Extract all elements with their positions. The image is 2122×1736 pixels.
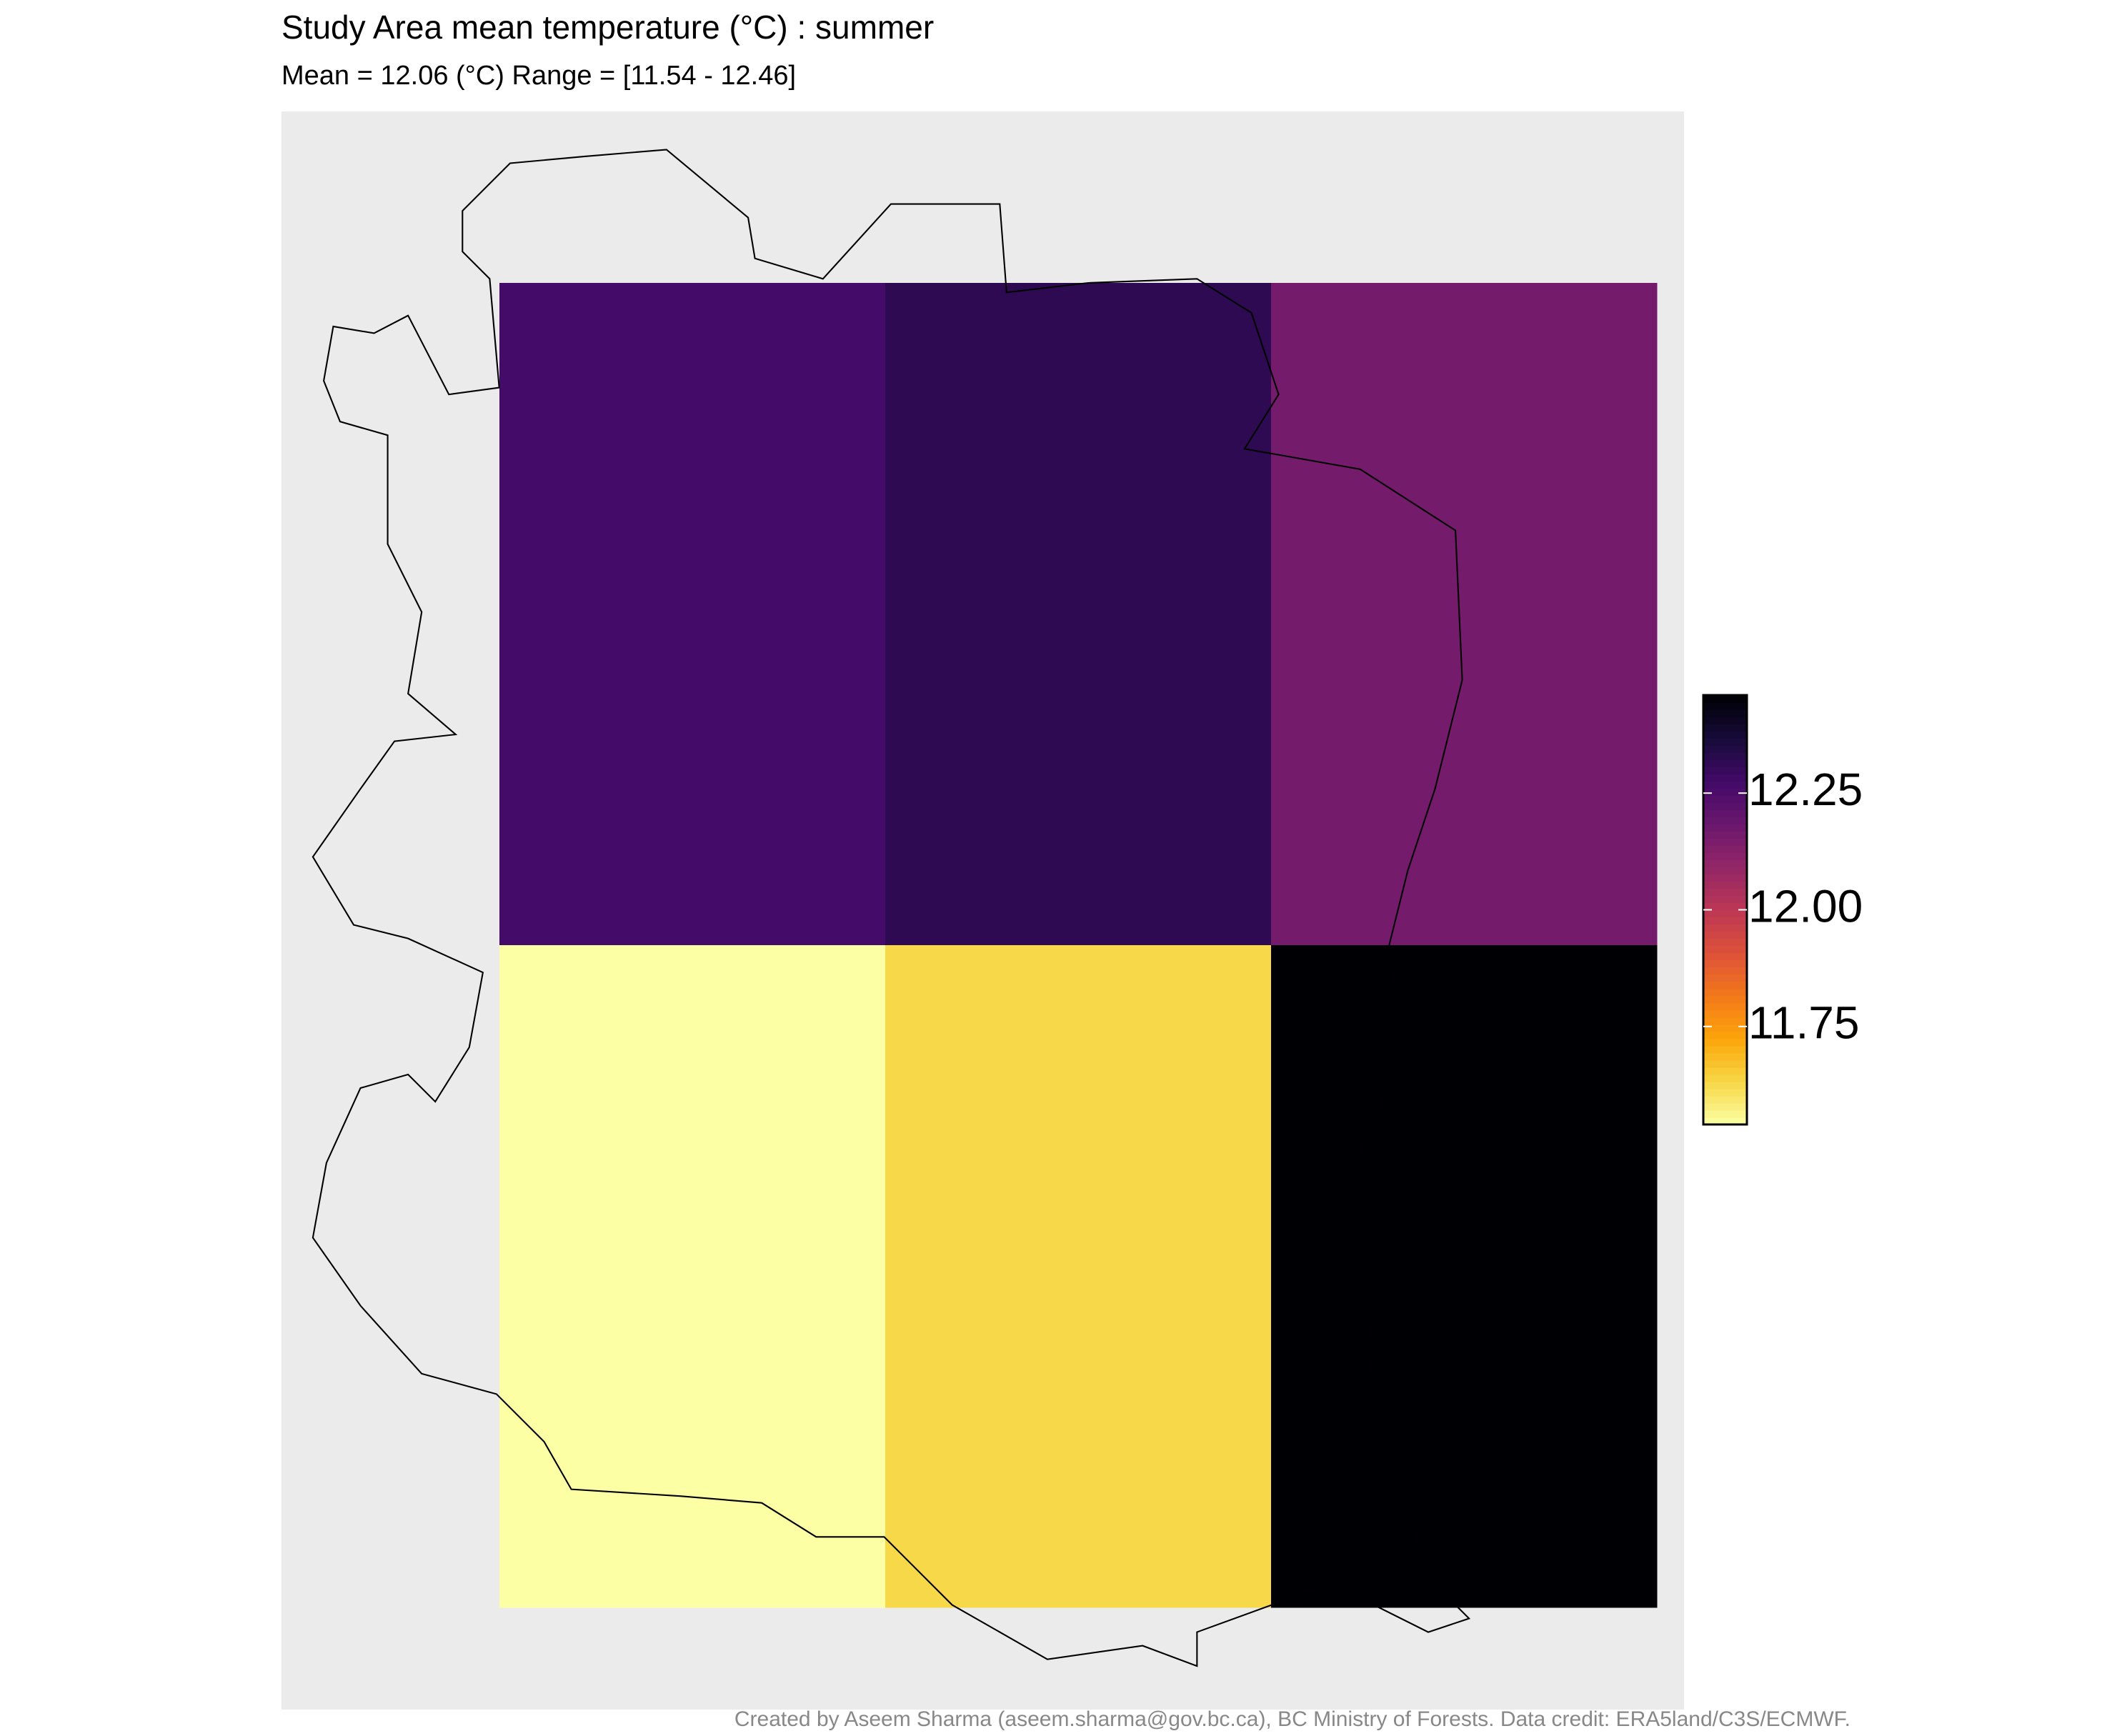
colorbar-swatch (1703, 1067, 1747, 1075)
colorbar-swatch (1703, 788, 1747, 796)
colorbar-swatch (1703, 974, 1747, 982)
cells (499, 283, 1658, 1608)
colorbar-swatch (1703, 967, 1747, 975)
colorbar-swatch (1703, 717, 1747, 724)
colorbar-swatch (1703, 924, 1747, 932)
colorbar-swatch (1703, 945, 1747, 954)
colorbar-swatch (1703, 881, 1747, 889)
colorbar-swatch (1703, 781, 1747, 789)
colorbar-swatch (1703, 695, 1747, 703)
colorbar-swatch (1703, 852, 1747, 860)
colorbar-swatch (1703, 902, 1747, 911)
colorbar: 11.75 12.00 12.25 (1702, 694, 1863, 1126)
colorbar-swatch (1703, 1002, 1747, 1011)
colorbar-swatch (1703, 1017, 1747, 1025)
colorbar-swatch (1703, 1102, 1747, 1111)
colorbar-swatch (1703, 1038, 1747, 1047)
colorbar-tick-label: 12.25 (1748, 764, 1863, 815)
colorbar-swatch (1703, 867, 1747, 875)
chart-title: Study Area mean temperature (°C) : summe… (282, 9, 934, 46)
colorbar-swatch (1703, 1052, 1747, 1061)
colorbar-swatch (1703, 952, 1747, 961)
colorbar-swatch (1703, 1088, 1747, 1097)
colorbar-swatch (1703, 702, 1747, 710)
colorbar-swatch (1703, 1081, 1747, 1089)
colorbar-swatch (1703, 802, 1747, 810)
colorbar-swatch (1703, 724, 1747, 732)
colorbar-swatch (1703, 1045, 1747, 1054)
colorbar-swatch (1703, 995, 1747, 1004)
colorbar-swatch (1703, 774, 1747, 782)
colorbar-swatch (1703, 1117, 1747, 1125)
cell (1271, 283, 1658, 946)
chart-subtitle: Mean = 12.06 (°C) Range = [11.54 - 12.46… (282, 61, 796, 91)
colorbar-swatch (1703, 745, 1747, 753)
colorbar-swatch (1703, 1109, 1747, 1118)
colorbar-swatch (1703, 1095, 1747, 1104)
colorbar-swatch (1703, 888, 1747, 897)
colorbar-swatch (1703, 938, 1747, 947)
colorbar-swatch (1703, 845, 1747, 853)
colorbar-swatch (1703, 759, 1747, 767)
colorbar-swatch (1703, 1009, 1747, 1018)
cell (1271, 945, 1658, 1608)
colorbar-swatch (1703, 809, 1747, 817)
colorbar-swatch (1703, 838, 1747, 846)
colorbar-tick-label: 12.00 (1748, 880, 1863, 932)
colorbar-swatch (1703, 909, 1747, 918)
colorbar-swatch (1703, 767, 1747, 774)
colorbar-swatch (1703, 824, 1747, 832)
colorbar-swatch (1703, 831, 1747, 839)
colorbar-tick-label: 11.75 (1748, 997, 1859, 1049)
colorbar-swatch (1703, 988, 1747, 997)
colorbar-swatch (1703, 859, 1747, 867)
colorbar-swatch (1703, 981, 1747, 989)
cell (885, 283, 1272, 946)
study-area-outline (312, 149, 1471, 1667)
colorbar-swatch (1703, 1031, 1747, 1039)
colorbar-swatch (1703, 917, 1747, 925)
cell (499, 945, 886, 1608)
colorbar-swatch (1703, 795, 1747, 803)
colorbar-swatch (1703, 752, 1747, 760)
colorbar-swatch (1703, 959, 1747, 968)
colorbar-swatch (1703, 895, 1747, 904)
caption: Created by Aseem Sharma (aseem.sharma@go… (734, 1707, 1850, 1731)
colorbar-swatch (1703, 731, 1747, 739)
cell (885, 945, 1272, 1608)
colorbar-swatch (1703, 931, 1747, 939)
colorbar-swatch (1703, 709, 1747, 717)
colorbar-swatch (1703, 817, 1747, 824)
colorbar-swatch (1703, 1059, 1747, 1068)
colorbar-swatch (1703, 1074, 1747, 1082)
colorbar-swatch (1703, 1024, 1747, 1032)
colorbar-swatch (1703, 874, 1747, 882)
cell (499, 283, 886, 946)
colorbar-swatch (1703, 738, 1747, 746)
